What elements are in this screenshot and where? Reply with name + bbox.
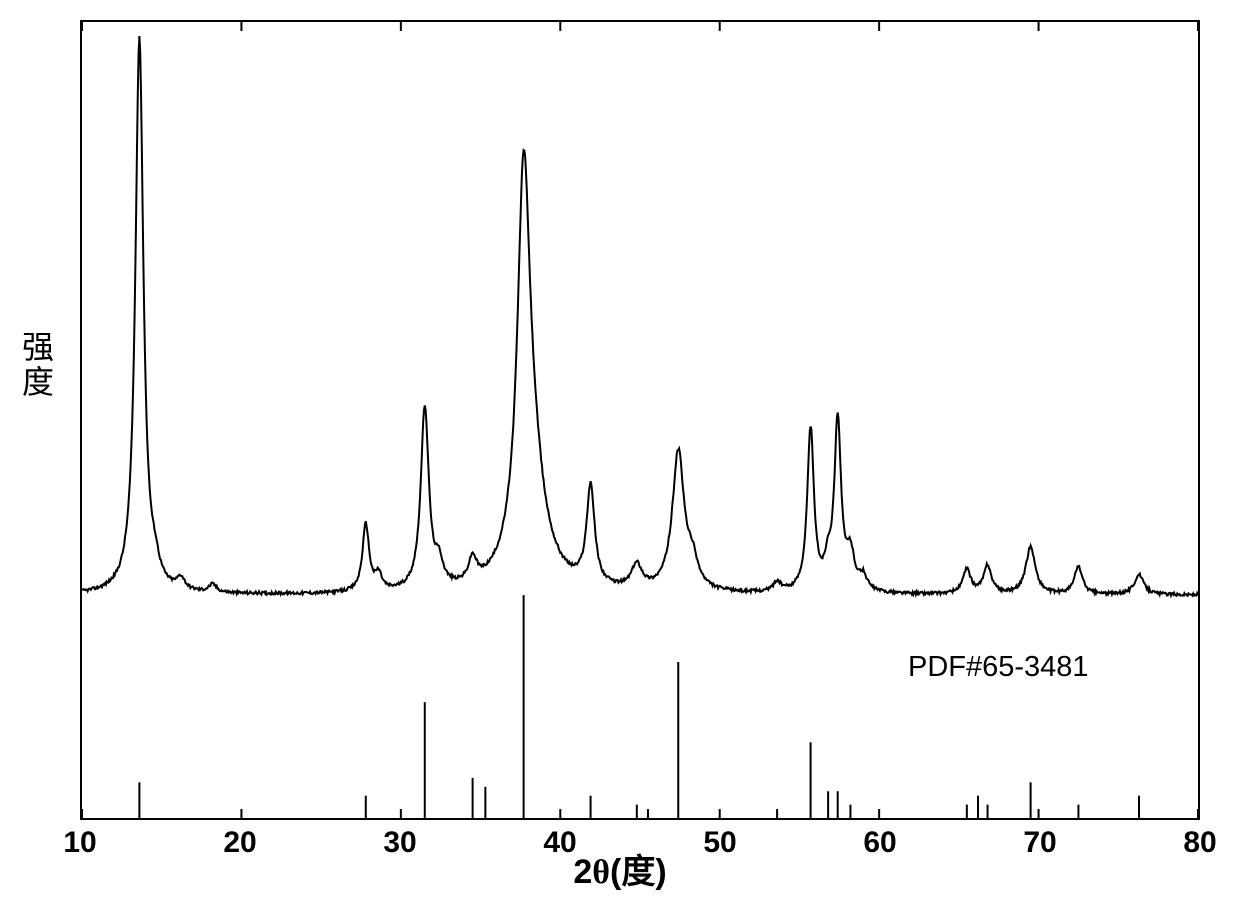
reference-card-label: PDF#65-3481 xyxy=(908,651,1089,684)
x-axis-label: 2θ(度) xyxy=(573,844,666,893)
plot-svg xyxy=(82,22,1198,818)
plot-area: PDF#65-3481 xyxy=(80,20,1200,820)
xrd-figure: 强 度 PDF#65-3481 10 20 30 40 50 60 70 80 2θ(度) xyxy=(0,0,1240,899)
x-tick-label: 20 xyxy=(223,826,256,860)
x-tick-label: 60 xyxy=(863,826,896,860)
x-tick-label: 80 xyxy=(1183,826,1216,860)
xrd-line-series xyxy=(82,36,1198,596)
y-axis-label-char2: 度 xyxy=(18,365,58,400)
x-tick-label: 40 xyxy=(543,826,576,860)
x-tick-label: 10 xyxy=(63,826,96,860)
x-tick-label: 50 xyxy=(703,826,736,860)
x-axis-label-prefix: 2 xyxy=(573,853,592,891)
x-axis-label-theta: θ xyxy=(592,854,610,891)
x-tick-label: 30 xyxy=(383,826,416,860)
y-axis-label-char1: 强 xyxy=(18,330,58,365)
x-tick-label: 70 xyxy=(1023,826,1056,860)
x-axis-label-unit: (度) xyxy=(610,853,667,891)
y-axis-label: 强 度 xyxy=(18,330,58,400)
